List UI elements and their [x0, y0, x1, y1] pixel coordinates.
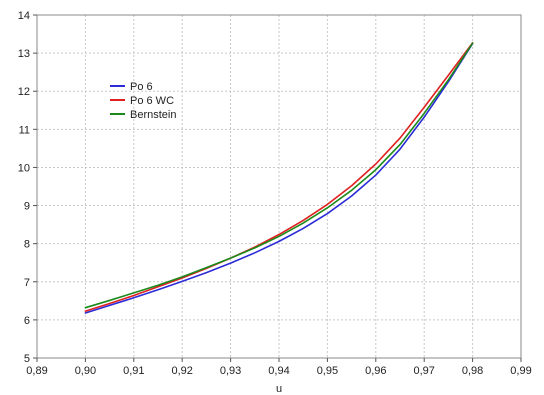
x-tick-label: 0,92 [171, 365, 192, 377]
x-tick-label: 0,91 [123, 365, 144, 377]
legend-label: Po 6 WC [130, 95, 174, 107]
axis-ticks: 0,89 0,90 0,91 0,92 0,93 0,94 0,95 0,96 0,97 0,98… [18, 10, 532, 377]
legend-label: Bernstein [130, 109, 176, 121]
y-tick-label: 9 [24, 201, 30, 213]
x-tick-label: 0,90 [75, 365, 96, 377]
y-tick-label: 5 [24, 353, 30, 365]
y-tick-label: 14 [18, 10, 30, 22]
x-tick-label: 0,93 [220, 365, 241, 377]
x-tick-label: 0,97 [413, 365, 434, 377]
series-lines [84, 42, 474, 314]
legend: Po 6 Po 6 WC Bernstein [110, 81, 176, 121]
x-tick-label: 0,96 [365, 365, 386, 377]
series-line-1 [84, 42, 474, 312]
x-tick-label: 0,98 [462, 365, 483, 377]
x-tick-label: 0,89 [26, 365, 47, 377]
x-tick-label: 0,95 [317, 365, 338, 377]
y-tick-label: 6 [24, 315, 30, 327]
x-tick-label: 0,94 [268, 365, 289, 377]
series-line-2 [84, 42, 474, 309]
y-tick-label: 13 [18, 48, 30, 60]
series-line-0 [84, 42, 474, 314]
x-axis-label: u [276, 383, 282, 395]
y-tick-label: 12 [18, 86, 30, 98]
legend-label: Po 6 [130, 81, 153, 93]
y-tick-label: 11 [19, 124, 30, 136]
y-tick-label: 8 [24, 239, 30, 251]
gridlines [37, 15, 521, 358]
x-tick-label: 0,99 [510, 365, 531, 377]
y-tick-label: 10 [18, 162, 30, 174]
y-tick-label: 7 [24, 277, 30, 289]
